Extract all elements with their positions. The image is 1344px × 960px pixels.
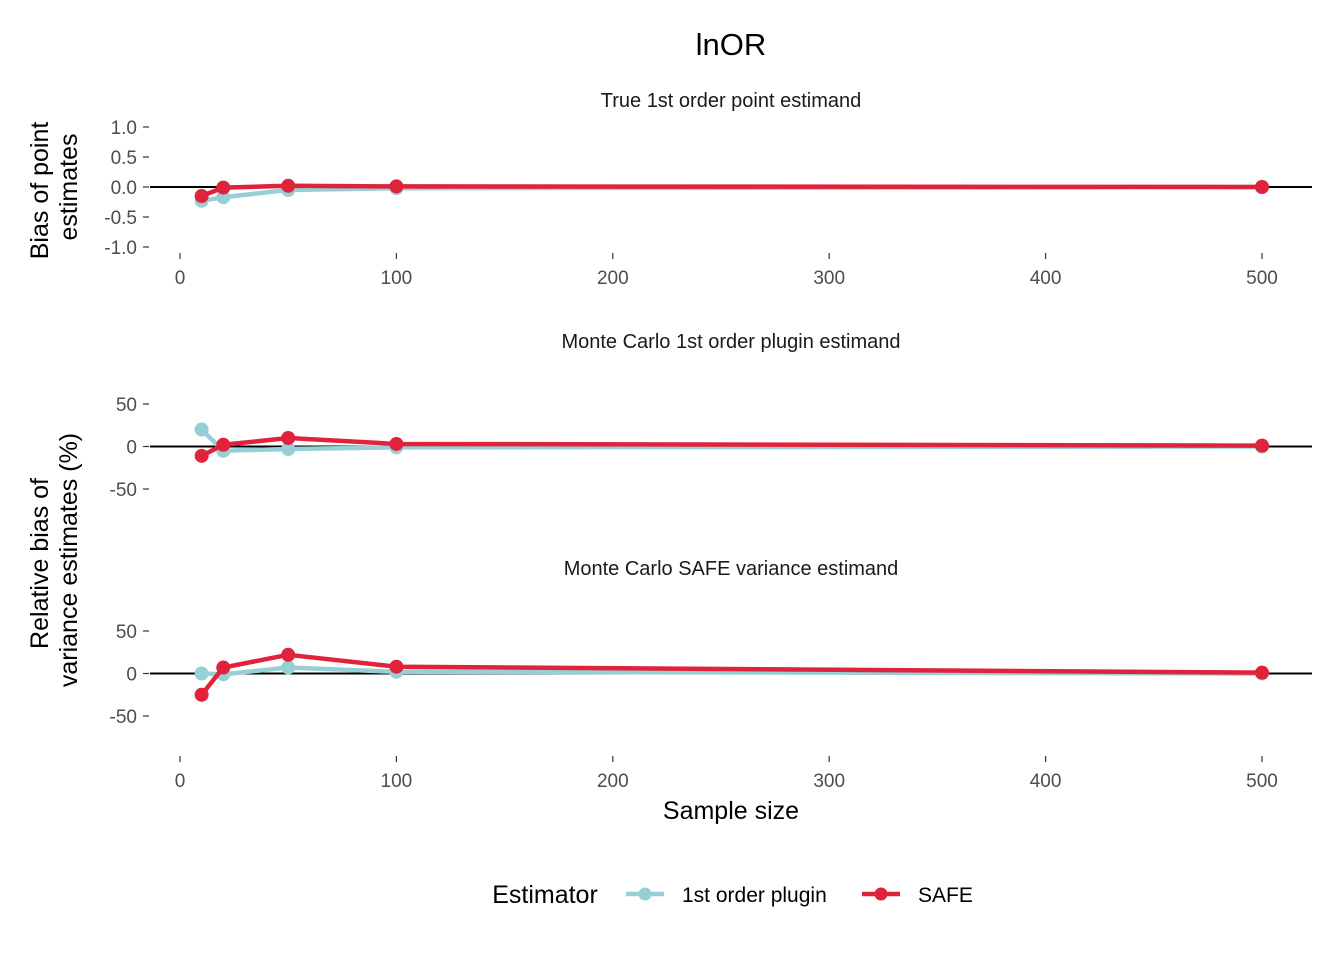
x-tick-label: 400 (1030, 771, 1062, 792)
x-tick-label: 400 (1030, 268, 1062, 289)
x-tick-label: 0 (175, 268, 186, 289)
legend-marker-safe (874, 887, 888, 901)
panel-1-subtitle: True 1st order point estimand (601, 90, 862, 112)
y-tick-label: 1.0 (111, 118, 137, 139)
data-point-1st-order-plugin (281, 442, 296, 457)
y-tick-label: 0.0 (111, 178, 137, 199)
x-axis-label: Sample size (663, 797, 799, 825)
chart-panels: True 1st order point estimand 1.0 0.5 0.0 -0… (104, 90, 1312, 792)
data-point-safe (281, 647, 296, 662)
legend-label-safe: SAFE (918, 884, 973, 907)
panel-1: True 1st order point estimand 1.0 0.5 0.0 -0… (104, 90, 1312, 289)
data-point-safe (389, 179, 404, 194)
x-tick-label: 500 (1246, 771, 1278, 792)
y-tick-label: 50 (116, 622, 137, 643)
panel-2-subtitle: Monte Carlo 1st order plugin estimand (561, 331, 900, 353)
y-axis-label-top-line-1: Bias of point (26, 122, 54, 260)
data-point-safe (194, 448, 209, 463)
data-point-safe (194, 687, 209, 702)
y-tick-label: -50 (110, 707, 137, 728)
x-tick-label: 500 (1246, 268, 1278, 289)
x-tick-label: 200 (597, 771, 629, 792)
data-point-safe (216, 660, 231, 675)
x-tick-label: 200 (597, 268, 629, 289)
y-axis-label-bottom: Relative bias of variance estimates (%) (26, 433, 83, 687)
chart-title: lnOR (696, 27, 767, 62)
data-point-1st-order-plugin (281, 660, 296, 675)
data-point-safe (216, 437, 231, 452)
y-axis-label-top: Bias of point estimates (26, 115, 83, 260)
x-tick-label: 300 (813, 268, 845, 289)
y-tick-label: -0.5 (104, 208, 137, 229)
y-tick-label: -50 (110, 480, 137, 501)
legend-marker-1st-order-plugin (638, 887, 652, 901)
x-tick-label: 100 (381, 771, 413, 792)
data-point-safe (281, 431, 296, 445)
data-point-safe (389, 659, 404, 674)
data-point-safe (1255, 438, 1269, 453)
x-tick-label: 300 (813, 771, 845, 792)
panel-3-subtitle: Monte Carlo SAFE variance estimand (564, 558, 899, 580)
data-point-safe (216, 180, 231, 195)
data-point-safe (389, 436, 404, 451)
data-point-safe (1255, 180, 1269, 194)
legend-label-1st-order-plugin: 1st order plugin (682, 884, 827, 907)
y-tick-label: -1.0 (104, 238, 137, 259)
y-axis-label-bottom-line-1: Relative bias of (26, 478, 54, 649)
y-tick-label: 0.5 (111, 148, 137, 169)
y-tick-label: 50 (116, 395, 137, 416)
y-axis-label-top-line-2: estimates (55, 134, 83, 241)
panel-2: Monte Carlo 1st order plugin estimand 50 0… (110, 331, 1312, 501)
data-point-1st-order-plugin (216, 190, 231, 205)
legend-title: Estimator (492, 881, 598, 909)
data-point-1st-order-plugin (194, 666, 209, 681)
y-tick-label: 0 (126, 665, 137, 686)
data-point-1st-order-plugin (194, 422, 209, 437)
x-tick-label: 0 (175, 771, 186, 792)
legend: Estimator 1st order plugin SAFE (492, 881, 973, 909)
y-axis-label-bottom-line-2: variance estimates (%) (55, 433, 83, 687)
data-point-safe (194, 189, 209, 203)
data-point-safe (281, 178, 296, 193)
x-tick-label: 100 (381, 268, 413, 289)
panel-3: Monte Carlo SAFE variance estimand500-50… (110, 558, 1312, 792)
data-point-safe (1255, 665, 1269, 680)
y-tick-label: 0 (126, 438, 137, 459)
